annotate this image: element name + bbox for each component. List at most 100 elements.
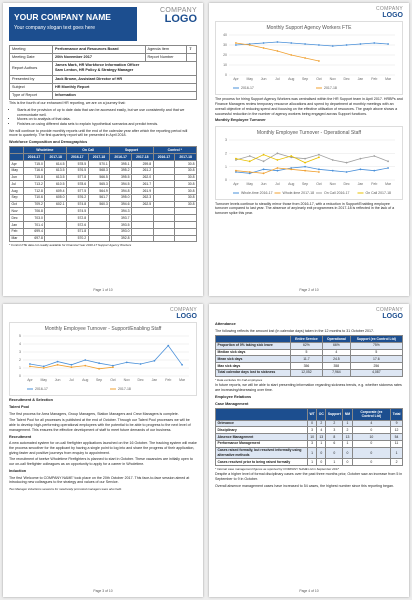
- table-row: Meeting Performance and Resources Board Ag…: [9, 44, 197, 55]
- point: [248, 171, 251, 174]
- value-cell: 24.5: [322, 355, 351, 364]
- paragraph: The first 'Welcome to COMPANY NAME' took…: [9, 475, 190, 485]
- value-cell: 30.8: [174, 159, 197, 168]
- value-cell: 4: [322, 348, 351, 357]
- heading: Monthly Employee Turnover: [215, 118, 266, 123]
- y-tick-label: 0: [225, 73, 227, 77]
- value-cell: [152, 166, 176, 175]
- logo: COMPANY LOGO: [160, 7, 197, 25]
- value-cell: [174, 214, 197, 222]
- month-cell: Mar: [9, 234, 24, 243]
- value-cell: 613.5: [44, 166, 67, 175]
- x-tick-label: Jun: [261, 77, 267, 81]
- table-row: Performance Management 3 1 6 1 0 11: [215, 439, 403, 448]
- paragraph: The first process for Area Managers, Gro…: [9, 411, 179, 416]
- value-cell: 577.8: [66, 173, 89, 182]
- point: [290, 42, 293, 44]
- point: [304, 57, 306, 59]
- x-tick-label: Sep: [302, 182, 308, 186]
- value-cell: 4: [351, 419, 392, 428]
- month-cell: Oct: [9, 200, 24, 209]
- chart-svg: Monthly Support Agency Workers FTE 0 10 20 3…: [215, 21, 403, 95]
- heading: Workforce Composition and Demographics: [9, 140, 88, 145]
- row-label: Max sick days: [215, 362, 291, 370]
- x-tick-label: Oct: [316, 77, 321, 81]
- footnote: Two Manager inductions sessions for new/…: [9, 486, 122, 491]
- point: [345, 44, 348, 46]
- row-label: Grievance: [215, 419, 308, 428]
- heading: Attendance: [215, 322, 236, 326]
- value-cell: 577.5: [66, 187, 89, 195]
- page-footer: Page 3 of 10: [93, 589, 113, 594]
- point: [373, 169, 376, 172]
- paragraph: A new automated system for on-call firef…: [9, 441, 197, 455]
- point: [167, 344, 170, 347]
- point: [235, 157, 237, 160]
- value-cell: 395.0: [109, 193, 132, 202]
- month-cell: Jan: [9, 221, 24, 229]
- point: [29, 363, 31, 365]
- label-cell: Meeting Date: [9, 53, 53, 63]
- point: [262, 171, 265, 174]
- x-tick-label: Mar: [179, 378, 186, 382]
- value-cell: 0: [342, 446, 353, 460]
- value-cell: 1: [316, 439, 327, 448]
- heading: Talent Pool: [9, 405, 30, 410]
- y-tick-label: 3: [225, 138, 227, 142]
- point: [304, 161, 306, 164]
- row-label: Mean sick days: [215, 355, 291, 364]
- value-cell: 578.6: [66, 180, 89, 189]
- value-cell: 30.8: [174, 180, 197, 189]
- x-tick-label: Aug: [288, 77, 294, 81]
- value-cell: 62%: [289, 341, 324, 350]
- y-tick-label: 20: [223, 53, 227, 57]
- point: [262, 159, 265, 162]
- value-cell: 576.2: [66, 193, 89, 202]
- value-cell: [87, 207, 111, 216]
- table-row: Presented by Jack Brown, Assistant Direct…: [9, 74, 197, 84]
- y-tick-label: 2: [225, 151, 227, 155]
- point: [84, 359, 87, 361]
- page: COMPANY LOGO Monthly Employee Turnover -…: [3, 304, 203, 597]
- value-cell: 0: [316, 446, 327, 460]
- value-cell: 394.8: [109, 187, 132, 195]
- value-cell: [152, 187, 176, 195]
- year-header: 2016-17: [66, 153, 89, 161]
- value-cell: [44, 221, 67, 229]
- point: [304, 165, 306, 168]
- value-cell: 393.0: [109, 227, 132, 236]
- value-cell: 262.3: [130, 193, 154, 202]
- meeting-table: Meeting Performance and Resources Board Ag…: [9, 44, 197, 100]
- value-cell: 566.5: [87, 173, 111, 182]
- value-cell: [174, 221, 197, 229]
- label-cell: Meeting: [9, 44, 53, 55]
- month-cell: Apr: [9, 159, 24, 168]
- value-cell: 392.8: [109, 234, 132, 243]
- value-cell: 571.8: [66, 227, 89, 236]
- year-header: 2016-17: [22, 153, 46, 161]
- value-cell: 1: [325, 458, 344, 466]
- value-cell: 572.8: [66, 214, 89, 222]
- value-cell: 12: [390, 426, 403, 435]
- column-header: Total: [390, 408, 403, 421]
- value-cell: 66%: [322, 341, 351, 350]
- point: [345, 170, 348, 173]
- column-header: OC: [316, 408, 327, 421]
- point: [98, 367, 100, 370]
- point: [70, 366, 73, 369]
- value-cell: Information: [52, 90, 197, 100]
- bullet: Finishes on using different data sets to…: [17, 122, 197, 127]
- x-tick-label: Jun: [55, 378, 61, 382]
- x-tick-label: Dec: [343, 182, 349, 186]
- x-tick-label: Sep: [302, 77, 308, 81]
- x-tick-label: May: [40, 378, 47, 382]
- value-cell: [152, 234, 176, 243]
- point: [276, 41, 279, 43]
- table-row: Mean sick days 11.7 24.5 17.6: [215, 355, 404, 364]
- value-cell: 393.5: [109, 221, 132, 229]
- value-cell: [174, 234, 197, 243]
- value-cell: 30.8: [174, 166, 197, 175]
- table-row: Apr 715.0 614.5 578.5 570.1 395.1 259.8 30.8: [9, 159, 197, 168]
- value-cell: [44, 227, 67, 236]
- point: [359, 167, 362, 170]
